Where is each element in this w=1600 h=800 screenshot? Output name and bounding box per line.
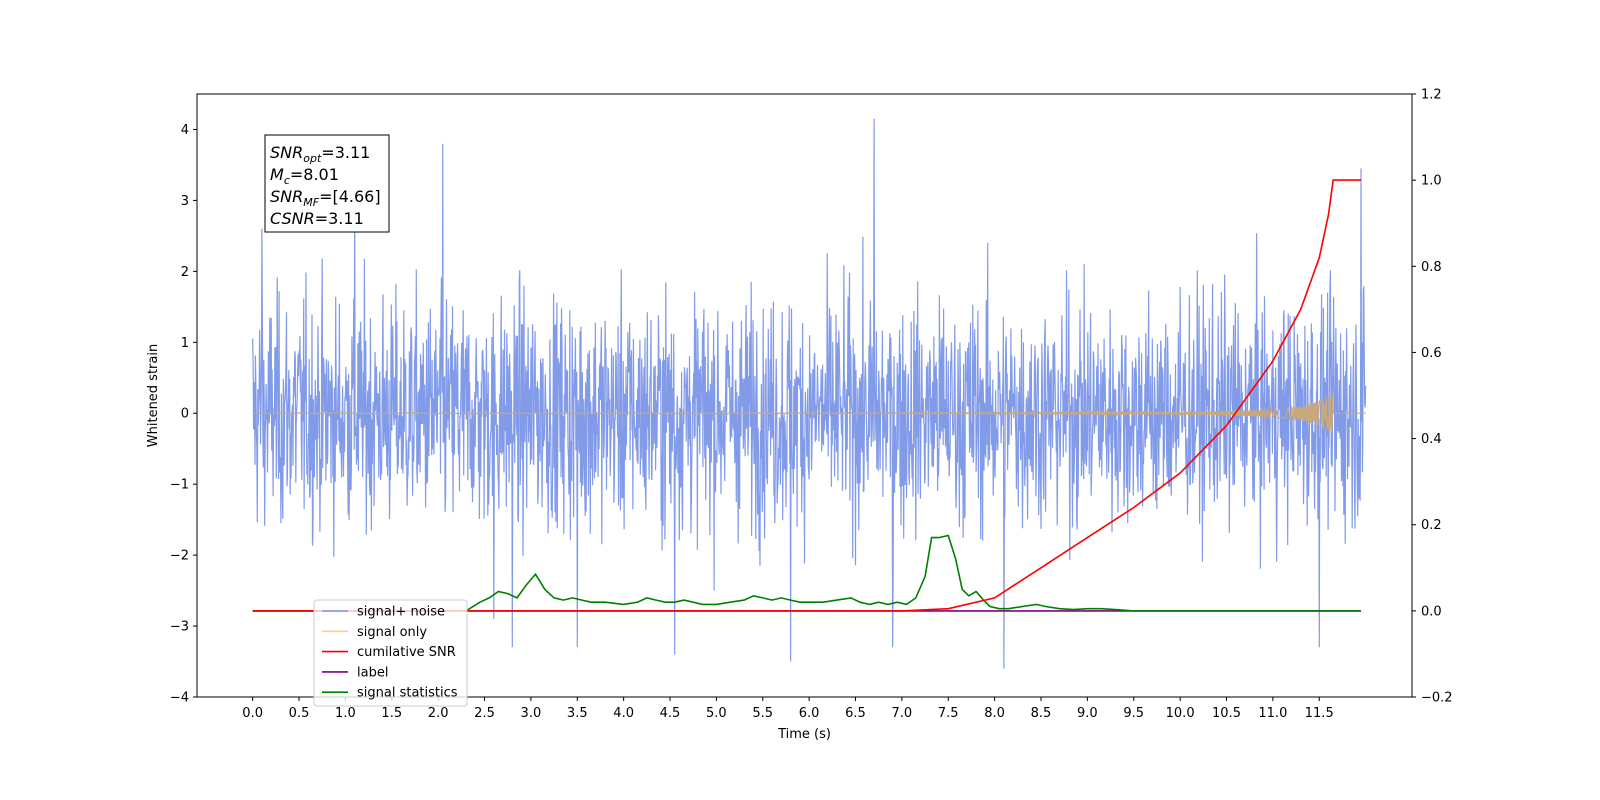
x-tick-label: 1.0 bbox=[335, 706, 356, 721]
x-tick-label: 4.0 bbox=[613, 706, 634, 721]
x-tick-label: 0.0 bbox=[242, 706, 263, 721]
line-series-group bbox=[252, 179, 1361, 612]
signal-only-line bbox=[252, 390, 1366, 434]
y-left-tick-label: −4 bbox=[170, 691, 189, 706]
y-right-tick-label: 0.8 bbox=[1421, 260, 1442, 275]
annotation-line: Mc=8.01 bbox=[270, 165, 339, 187]
x-tick-label: 10.5 bbox=[1212, 706, 1241, 721]
x-tick-label: 5.5 bbox=[752, 706, 773, 721]
legend-label: cumilative SNR bbox=[357, 645, 456, 660]
signal-only-series bbox=[252, 390, 1366, 434]
x-tick-label: 0.5 bbox=[289, 706, 310, 721]
y-left-tick-label: −3 bbox=[170, 620, 189, 635]
x-tick-label: 2.0 bbox=[428, 706, 449, 721]
x-tick-label: 7.0 bbox=[892, 706, 913, 721]
cumilative-snr-line bbox=[252, 179, 1361, 612]
x-tick-label: 9.5 bbox=[1123, 706, 1144, 721]
y-right-tick-label: 0.4 bbox=[1421, 432, 1442, 447]
y-left-tick-label: 0 bbox=[181, 407, 189, 422]
x-tick-label: 4.5 bbox=[660, 706, 681, 721]
x-tick-label: 8.0 bbox=[984, 706, 1005, 721]
annotation-line: SNRMF=[4.66] bbox=[270, 187, 381, 209]
x-tick-label: 10.0 bbox=[1166, 706, 1195, 721]
y-left-tick-label: 4 bbox=[181, 123, 189, 138]
x-tick-label: 3.0 bbox=[521, 706, 542, 721]
annotation-line: CSNR=3.11 bbox=[270, 209, 364, 228]
legend-frame bbox=[313, 599, 468, 707]
signal-statistics-line bbox=[252, 534, 1361, 612]
signal-noise-series bbox=[252, 118, 1367, 669]
signal-noise-line bbox=[252, 118, 1367, 669]
y-right-tick-label: 1.2 bbox=[1421, 88, 1442, 103]
x-tick-label: 5.0 bbox=[706, 706, 727, 721]
x-tick-label: 7.5 bbox=[938, 706, 959, 721]
legend-label: signal only bbox=[357, 625, 427, 640]
y-axis-label: Whitened strain bbox=[146, 344, 161, 447]
x-tick-label: 6.0 bbox=[799, 706, 820, 721]
x-axis-ticks: 0.0 0.5 1.0 1.5 2.0 2.5 3.0 3.5 4.0 4.5 5.0 5.5 6.0 6… bbox=[242, 697, 1334, 721]
y-right-tick-label: −0.2 bbox=[1421, 691, 1453, 706]
y-right-tick-label: 0.6 bbox=[1421, 346, 1442, 361]
x-tick-label: 2.5 bbox=[474, 706, 495, 721]
x-tick-label: 11.5 bbox=[1305, 706, 1334, 721]
y-axis-right-ticks: −0.2 0.0 0.2 0.4 0.6 0.8 1.0 1.2 bbox=[1412, 88, 1453, 706]
y-left-tick-label: 2 bbox=[181, 265, 189, 280]
x-tick-label: 3.5 bbox=[567, 706, 588, 721]
y-left-tick-label: 3 bbox=[181, 194, 189, 209]
y-right-tick-label: 0.2 bbox=[1421, 518, 1442, 533]
y-right-tick-label: 0.0 bbox=[1421, 604, 1442, 619]
x-tick-label: 6.5 bbox=[845, 706, 866, 721]
x-tick-label: 9.0 bbox=[1077, 706, 1098, 721]
x-axis-label: Time (s) bbox=[777, 727, 831, 742]
legend: signal+ noise signal only cumilative SNR la… bbox=[313, 599, 468, 707]
y-axis-left-ticks: −4 −3 −2 −1 0 1 2 3 4 bbox=[170, 123, 197, 706]
annotation-line: SNRopt=3.11 bbox=[270, 143, 370, 165]
y-left-tick-label: −2 bbox=[170, 549, 189, 564]
plot-area-frame bbox=[196, 93, 1413, 698]
legend-label: label bbox=[357, 665, 388, 680]
x-tick-label: 11.0 bbox=[1258, 706, 1287, 721]
annotation-frame bbox=[264, 134, 390, 233]
legend-label: signal+ noise bbox=[357, 605, 445, 620]
x-tick-label: 1.5 bbox=[381, 706, 402, 721]
y-left-tick-label: −1 bbox=[170, 478, 189, 493]
legend-label: signal statistics bbox=[357, 686, 458, 701]
y-right-tick-label: 1.0 bbox=[1421, 174, 1442, 189]
x-tick-label: 8.5 bbox=[1031, 706, 1052, 721]
y-left-tick-label: 1 bbox=[181, 336, 189, 351]
